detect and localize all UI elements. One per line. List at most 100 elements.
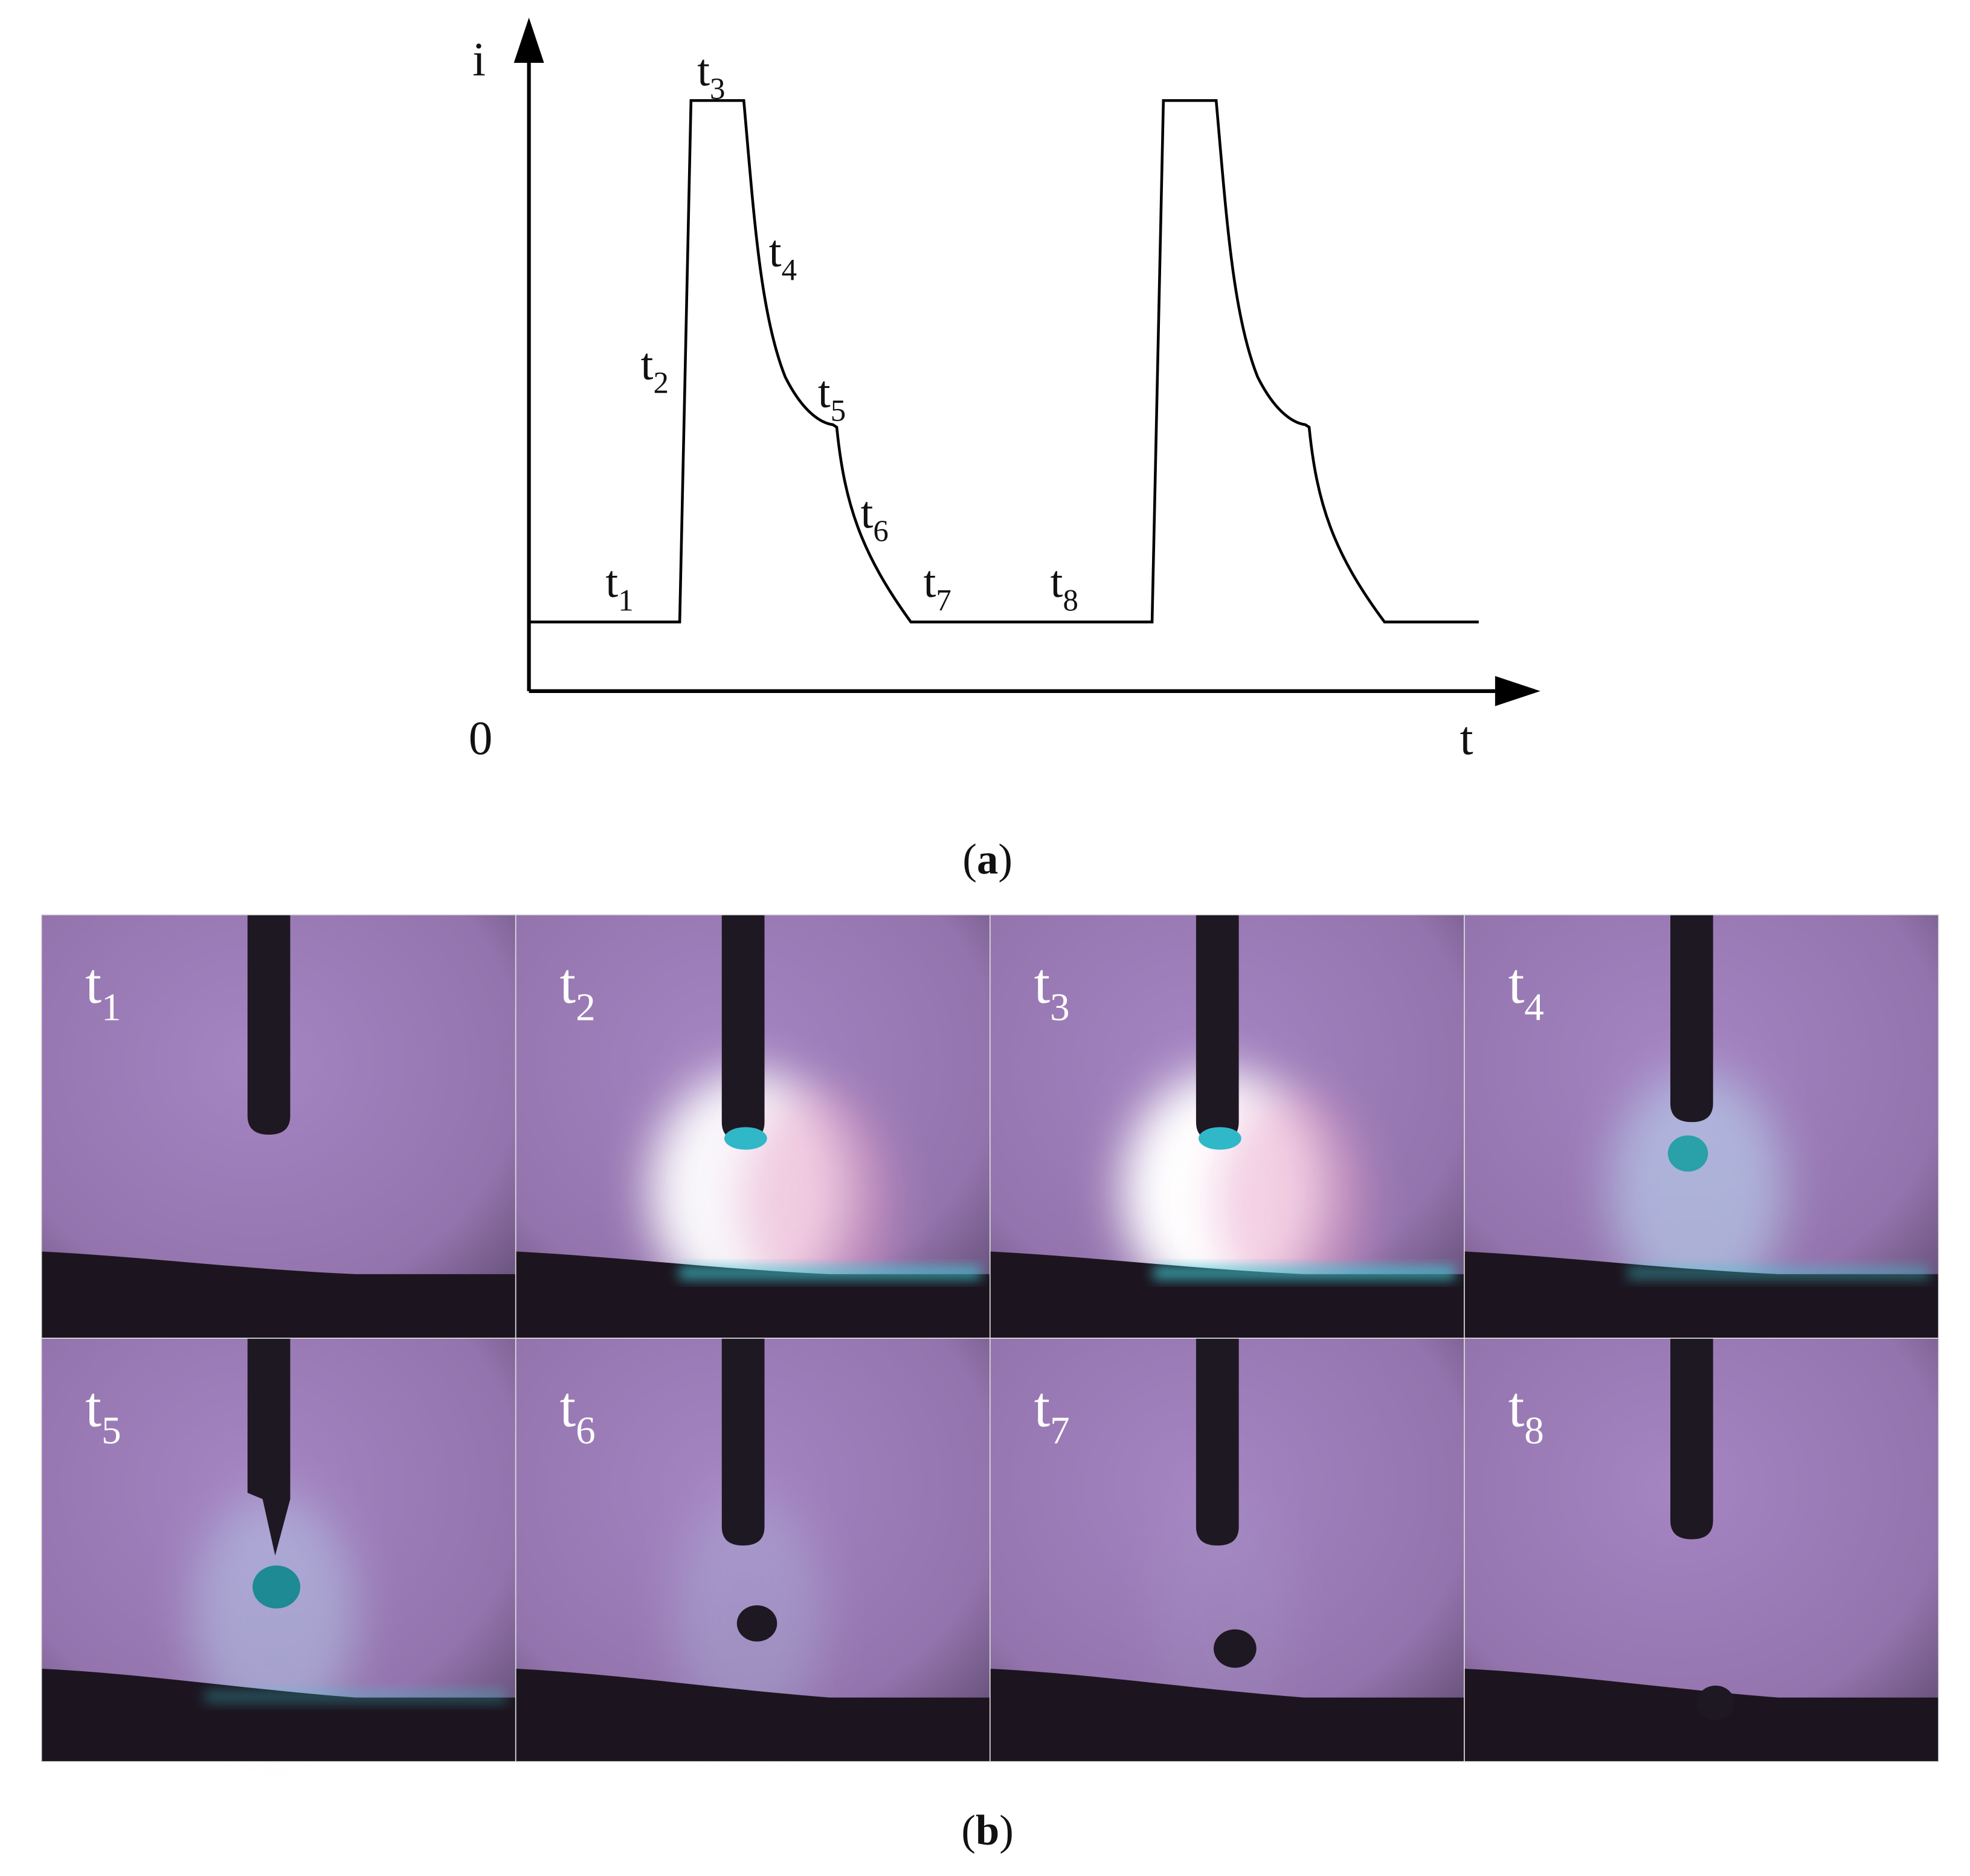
caption-paren: )	[998, 836, 1012, 883]
arc-halo	[742, 1091, 893, 1317]
label-subscript: 6	[873, 515, 888, 549]
label-subscript: 8	[1524, 1409, 1544, 1452]
droplet	[1667, 1135, 1708, 1172]
label-subscript: 7	[1050, 1409, 1070, 1452]
panel-label: t8	[1508, 1375, 1544, 1452]
panel-label: t2	[560, 952, 596, 1030]
phase-label: t7	[924, 557, 951, 617]
panel-label: t7	[1034, 1375, 1070, 1452]
workpiece	[515, 1668, 990, 1762]
droplet	[253, 1565, 301, 1609]
photo-panel: t4	[1464, 914, 1939, 1339]
label-subscript: 7	[936, 584, 951, 617]
caption-paren: )	[999, 1807, 1014, 1854]
electrode	[247, 915, 291, 1135]
panel-label: t4	[1508, 952, 1544, 1030]
label-subscript: 8	[1063, 584, 1078, 617]
workpiece	[990, 1251, 1464, 1338]
phase-label: t5	[818, 367, 846, 428]
electrode	[1670, 915, 1713, 1123]
label-subscript: 2	[653, 367, 668, 401]
workpiece	[1464, 1251, 1939, 1338]
electrode	[721, 1338, 765, 1546]
label-subscript: 2	[576, 985, 596, 1029]
electrode	[1196, 915, 1239, 1141]
label-base: t	[85, 952, 101, 1016]
label-subscript: 3	[710, 73, 725, 106]
workpiece	[515, 1251, 990, 1338]
label-base: t	[85, 1375, 101, 1439]
caption-letter: a	[977, 836, 998, 883]
caption-paren: (	[961, 1807, 976, 1854]
label-subscript: 1	[101, 985, 121, 1029]
label-subscript: 6	[576, 1409, 596, 1452]
electrode	[721, 915, 765, 1141]
label-base: t	[769, 227, 782, 277]
label-subscript: 4	[1524, 985, 1544, 1029]
phase-label: t6	[861, 488, 889, 548]
label-base: t	[818, 367, 831, 417]
label-base: t	[560, 1375, 576, 1439]
label-base: t	[924, 557, 936, 607]
photo-panel: t7	[989, 1338, 1465, 1762]
electrode	[1196, 1338, 1239, 1546]
droplet	[736, 1605, 777, 1642]
label-base: t	[1034, 952, 1051, 1016]
caption: (a)	[962, 836, 1012, 883]
panel-border	[1464, 1338, 1939, 1762]
panel-label: t3	[1034, 952, 1070, 1030]
y-axis-arrow	[513, 18, 544, 63]
origin-label: 0	[469, 712, 493, 765]
arc-glow	[1609, 1071, 1785, 1311]
caption-letter: b	[976, 1807, 999, 1854]
label-subscript: 5	[101, 1409, 121, 1452]
current-waveform	[529, 99, 1479, 624]
label-base: t	[605, 557, 618, 607]
phase-label: t3	[697, 45, 725, 106]
phase-label: t2	[641, 340, 669, 400]
arc-glow	[1151, 1495, 1295, 1734]
photo-panel: t3	[989, 914, 1465, 1339]
phase-label: t8	[1051, 557, 1078, 617]
droplet	[1696, 1685, 1735, 1720]
label-base: t	[1051, 557, 1063, 607]
weld-pool-glow	[205, 1690, 507, 1703]
photo-panel: t8	[1464, 1338, 1939, 1762]
weld-pool-glow	[1153, 1266, 1455, 1280]
photo-panel: t5	[40, 1338, 517, 1762]
label-base: t	[1508, 1375, 1525, 1439]
waveform-diagram	[513, 18, 1540, 706]
panel-label: t5	[85, 1375, 121, 1452]
photo-panel: t1	[40, 914, 517, 1339]
label-base: t	[641, 340, 654, 390]
weld-pool-glow	[679, 1266, 981, 1280]
label-base: t	[697, 45, 710, 95]
droplet-tip	[724, 1127, 767, 1150]
x-axis-label: t	[1460, 712, 1473, 765]
label-base: t	[861, 488, 874, 538]
label-subscript: 1	[618, 584, 633, 617]
panel-label: t6	[560, 1375, 596, 1452]
workpiece	[41, 1668, 516, 1762]
label-base: t	[1508, 952, 1525, 1016]
electrode	[247, 1338, 291, 1556]
phase-label: t1	[605, 557, 633, 617]
photo-panel: t2	[515, 914, 991, 1339]
workpiece	[990, 1668, 1464, 1762]
panel-label: t1	[85, 952, 121, 1030]
workpiece	[1464, 1668, 1939, 1762]
workpiece	[41, 1251, 516, 1338]
label-subscript: 4	[782, 253, 797, 287]
electrode	[1670, 1338, 1713, 1539]
droplet-tip	[1199, 1127, 1241, 1150]
photo-panel: t6	[515, 1338, 991, 1762]
arc-halo	[1216, 1091, 1367, 1317]
y-axis-label: i	[472, 34, 486, 86]
label-subscript: 3	[1050, 985, 1070, 1029]
caption-paren: (	[962, 836, 977, 883]
droplet	[1214, 1629, 1257, 1668]
